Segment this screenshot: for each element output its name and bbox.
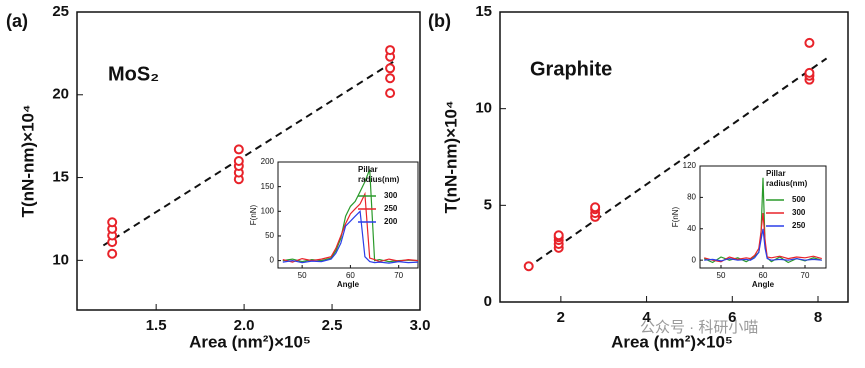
inset-y-label: F(nN) bbox=[671, 206, 680, 227]
legend-label: 300 bbox=[792, 208, 806, 217]
legend-label: 300 bbox=[384, 191, 398, 200]
x-tick-label: 70 bbox=[394, 271, 403, 280]
fit-line bbox=[525, 57, 828, 269]
y-tick-label: 100 bbox=[261, 206, 275, 215]
legend-title: Pillar bbox=[766, 169, 786, 178]
fit-line bbox=[102, 60, 395, 247]
x-tick-label: 4 bbox=[642, 309, 651, 326]
data-point bbox=[385, 73, 396, 84]
legend-label: 200 bbox=[384, 217, 398, 226]
x-tick-label: 50 bbox=[717, 271, 726, 280]
y-tick-label: 10 bbox=[475, 100, 492, 117]
data-point bbox=[385, 88, 396, 99]
data-point bbox=[107, 217, 118, 228]
x-tick-label: 1.5 bbox=[146, 317, 167, 334]
x-tick-label: 60 bbox=[759, 271, 768, 280]
data-point bbox=[385, 63, 396, 74]
x-axis-label: Area (nm²)×10⁵ bbox=[611, 332, 733, 351]
legend-label: 500 bbox=[792, 195, 806, 204]
y-tick-label: 0 bbox=[692, 255, 697, 264]
data-point bbox=[523, 261, 534, 272]
y-tick-label: 15 bbox=[52, 169, 69, 186]
data-point bbox=[590, 202, 601, 213]
y-tick-label: 200 bbox=[261, 157, 275, 166]
annotation: Graphite bbox=[530, 58, 612, 80]
data-point bbox=[804, 67, 815, 78]
x-tick-label: 50 bbox=[298, 271, 307, 280]
data-point bbox=[107, 248, 118, 259]
panel-label: (b) bbox=[428, 11, 451, 31]
x-tick-label: 2.0 bbox=[234, 317, 255, 334]
y-tick-label: 50 bbox=[265, 231, 274, 240]
data-point bbox=[553, 230, 564, 241]
y-axis-label: T(nN-nm)×10⁴ bbox=[441, 101, 460, 214]
x-tick-label: 8 bbox=[814, 309, 822, 326]
legend-title: Pillar bbox=[358, 165, 378, 174]
inset-line bbox=[282, 209, 419, 264]
x-tick-label: 60 bbox=[346, 271, 355, 280]
inset-x-label: Angle bbox=[337, 280, 360, 289]
y-tick-label: 25 bbox=[52, 3, 69, 20]
inset-line bbox=[704, 213, 822, 263]
inset-line bbox=[282, 191, 419, 263]
legend-label: 250 bbox=[792, 221, 806, 230]
y-tick-label: 40 bbox=[687, 224, 696, 233]
data-point bbox=[385, 45, 396, 56]
x-tick-label: 70 bbox=[801, 271, 810, 280]
x-tick-label: 6 bbox=[728, 309, 736, 326]
y-tick-label: 5 bbox=[484, 196, 492, 213]
x-axis-label: Area (nm²)×10⁵ bbox=[189, 332, 311, 351]
watermark: 公众号 · 科研小喵 bbox=[640, 319, 758, 336]
y-tick-label: 20 bbox=[52, 86, 69, 103]
y-tick-label: 150 bbox=[261, 182, 275, 191]
y-tick-label: 15 bbox=[475, 3, 492, 20]
inset-line bbox=[704, 228, 822, 262]
panel-label: (a) bbox=[6, 11, 28, 31]
annotation: MoS₂ bbox=[108, 63, 159, 85]
legend-label: 250 bbox=[384, 204, 398, 213]
y-tick-label: 80 bbox=[687, 192, 696, 201]
y-tick-label: 0 bbox=[270, 256, 275, 265]
data-point bbox=[804, 37, 815, 48]
y-axis-label: T(nN-nm)×10⁴ bbox=[18, 105, 37, 218]
inset-frame bbox=[277, 161, 419, 269]
y-tick-label: 10 bbox=[52, 251, 69, 268]
x-tick-label: 3.0 bbox=[410, 317, 431, 334]
legend-title: radius(nm) bbox=[766, 179, 808, 188]
data-point bbox=[233, 144, 244, 155]
y-tick-label: 0 bbox=[484, 293, 492, 310]
data-point bbox=[233, 156, 244, 166]
y-tick-label: 120 bbox=[683, 161, 697, 170]
x-tick-label: 2.5 bbox=[322, 317, 343, 334]
inset-x-label: Angle bbox=[752, 280, 775, 289]
inset-y-label: F(nN) bbox=[249, 204, 258, 225]
legend-title: radius(nm) bbox=[358, 175, 400, 184]
x-tick-label: 2 bbox=[557, 309, 565, 326]
